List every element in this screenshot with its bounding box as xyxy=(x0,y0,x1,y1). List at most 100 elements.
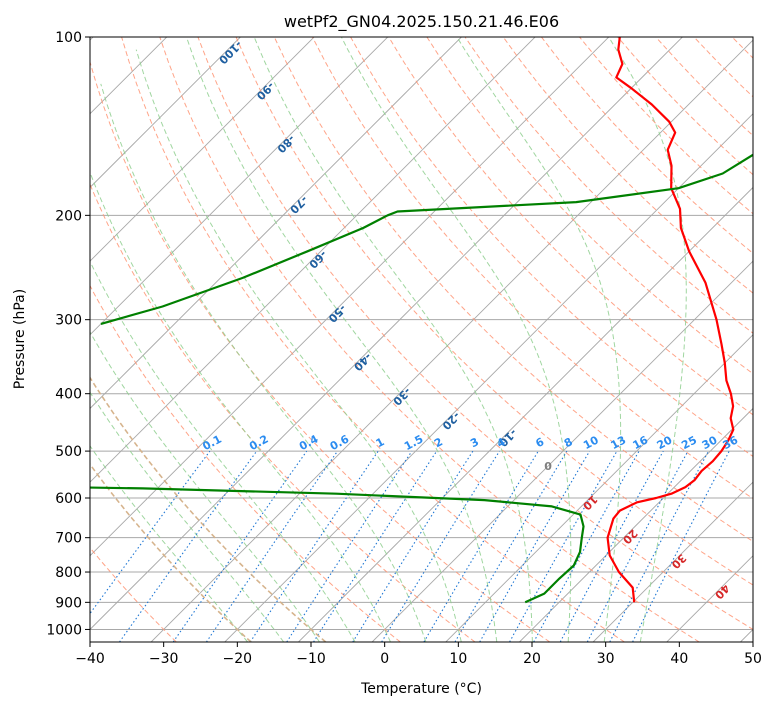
warm-isotherm-label: 10 xyxy=(580,493,600,513)
dry-adiabat-line xyxy=(273,37,753,543)
tan-adiabat-line xyxy=(90,376,327,642)
isotherm-label: -20 xyxy=(439,409,462,432)
x-axis-label: Temperature (°C) xyxy=(360,681,482,697)
dry-adiabat-line xyxy=(388,37,753,416)
isotherm-line xyxy=(90,37,536,483)
chart-title: wetPf2_GN04.2025.150.21.46.E06 xyxy=(284,12,559,32)
mixing-ratio-label: 10 xyxy=(581,433,601,452)
tan-adiabat-line xyxy=(90,462,252,642)
mixing-ratio-line xyxy=(286,450,413,642)
y-tick-label: 1000 xyxy=(46,622,82,638)
isotherm-line xyxy=(90,37,315,262)
dry-adiabat-line xyxy=(311,37,753,500)
x-tick-label: −40 xyxy=(75,651,105,667)
mixing-ratio-label: 3 xyxy=(468,435,481,450)
dry-adiabat-line xyxy=(464,37,753,334)
y-tick-label: 800 xyxy=(55,565,82,581)
isotherm-label: -50 xyxy=(325,302,348,325)
mixing-ratio-line xyxy=(586,450,689,642)
mixing-ratio-label: 20 xyxy=(655,433,675,452)
moist-adiabat-line xyxy=(456,37,622,642)
isotherm-line xyxy=(592,481,753,642)
mixing-ratio-line xyxy=(559,450,664,642)
dry-adiabat-line xyxy=(159,37,700,642)
mixing-ratio-line xyxy=(423,450,539,642)
mixing-ratio-label: 16 xyxy=(631,433,651,452)
moist-adiabat-line xyxy=(90,171,391,642)
mixing-ratio-line xyxy=(172,450,308,642)
isotherm-line xyxy=(740,628,753,642)
profile-series xyxy=(90,37,753,604)
y-tick-label: 300 xyxy=(55,313,82,329)
warm-isotherm-label: 40 xyxy=(712,582,732,602)
isotherm-line xyxy=(666,555,753,642)
dry-adiabat-line xyxy=(90,182,476,642)
mixing-ratio-line xyxy=(533,450,640,642)
dry-adiabat-line xyxy=(90,376,327,642)
mixing-ratio-line xyxy=(632,450,730,642)
mixing-ratio-label: 0.1 xyxy=(200,433,223,454)
mixing-ratio-label: 1.5 xyxy=(402,433,425,454)
x-tick-label: 20 xyxy=(523,651,541,667)
profile-line-3 xyxy=(100,153,753,325)
isotherm-line xyxy=(298,186,753,642)
moist-adiabat-line xyxy=(100,83,427,642)
isotherm-line xyxy=(224,113,753,642)
x-tick-label: 0 xyxy=(380,651,389,667)
x-tick-label: 40 xyxy=(670,651,688,667)
inline-labels: -100-90-80-70-60-50-40-30-20-100.1 0.2 0.4… xyxy=(200,38,740,602)
y-tick-label: 400 xyxy=(55,387,82,403)
mixing-ratio-label: 8 xyxy=(562,435,575,450)
moist-adiabat-line xyxy=(90,391,285,642)
isotherm-line xyxy=(90,37,463,410)
axes: −40 −30 −20 −10 0 10 20 30 40 5010020030040050060… xyxy=(46,30,762,667)
background-lines xyxy=(90,37,775,642)
moist-adiabat-line xyxy=(608,37,687,642)
y-tick-label: 700 xyxy=(55,531,82,547)
mixing-ratio-label: 6 xyxy=(533,435,546,450)
x-tick-label: −10 xyxy=(296,651,326,667)
x-tick-label: 50 xyxy=(744,651,762,667)
dry-adiabat-line xyxy=(693,37,753,98)
dry-adiabat-line xyxy=(426,37,753,375)
dry-adiabat-line xyxy=(90,60,551,642)
dry-adiabat-line xyxy=(617,37,753,176)
mixing-ratio-line xyxy=(381,450,500,642)
isotherm-line xyxy=(90,37,610,557)
mixing-ratio-line xyxy=(509,450,618,642)
moist-adiabat-line xyxy=(90,260,356,642)
isotherm-label: -70 xyxy=(287,193,310,216)
isotherm-line xyxy=(90,37,389,336)
y-axis-label: Pressure (hPa) xyxy=(12,289,28,389)
dry-adiabat-line xyxy=(197,37,753,630)
moist-adiabat-line xyxy=(90,445,248,642)
isotherm-line xyxy=(90,37,684,631)
dry-adiabat-line xyxy=(350,37,753,458)
mixing-ratio-label: 0.2 xyxy=(247,432,270,453)
isotherm-line xyxy=(371,260,753,642)
dry-adiabat-line xyxy=(770,37,775,642)
dry-adiabat-line xyxy=(90,546,177,642)
y-tick-label: 900 xyxy=(55,595,82,611)
mixing-ratio-label: 13 xyxy=(609,433,629,452)
dry-adiabat-line xyxy=(121,37,625,642)
mixing-ratio-label: 30 xyxy=(700,433,720,452)
isotherm-zero-label: 0 xyxy=(544,460,552,473)
warm-isotherm-label: 30 xyxy=(669,551,689,571)
dry-adiabat-line xyxy=(502,37,753,294)
dry-adiabat-line xyxy=(235,37,753,586)
profile-line-2 xyxy=(90,486,585,604)
dry-adiabat-line xyxy=(90,463,252,642)
moist-adiabat-line xyxy=(186,37,498,642)
isotherm-label: -40 xyxy=(351,350,374,373)
profile-line-1 xyxy=(606,37,735,603)
isotherm-line xyxy=(90,37,242,189)
mixing-ratio-line xyxy=(249,450,379,642)
mixing-ratio-line xyxy=(352,450,474,642)
isotherm-line xyxy=(519,407,753,642)
mixing-ratio-label: 2 xyxy=(432,435,445,450)
mixing-ratio-label: 0.4 xyxy=(297,432,321,453)
mixing-ratio-line xyxy=(205,450,338,642)
moist-adiabat-line xyxy=(135,49,462,642)
